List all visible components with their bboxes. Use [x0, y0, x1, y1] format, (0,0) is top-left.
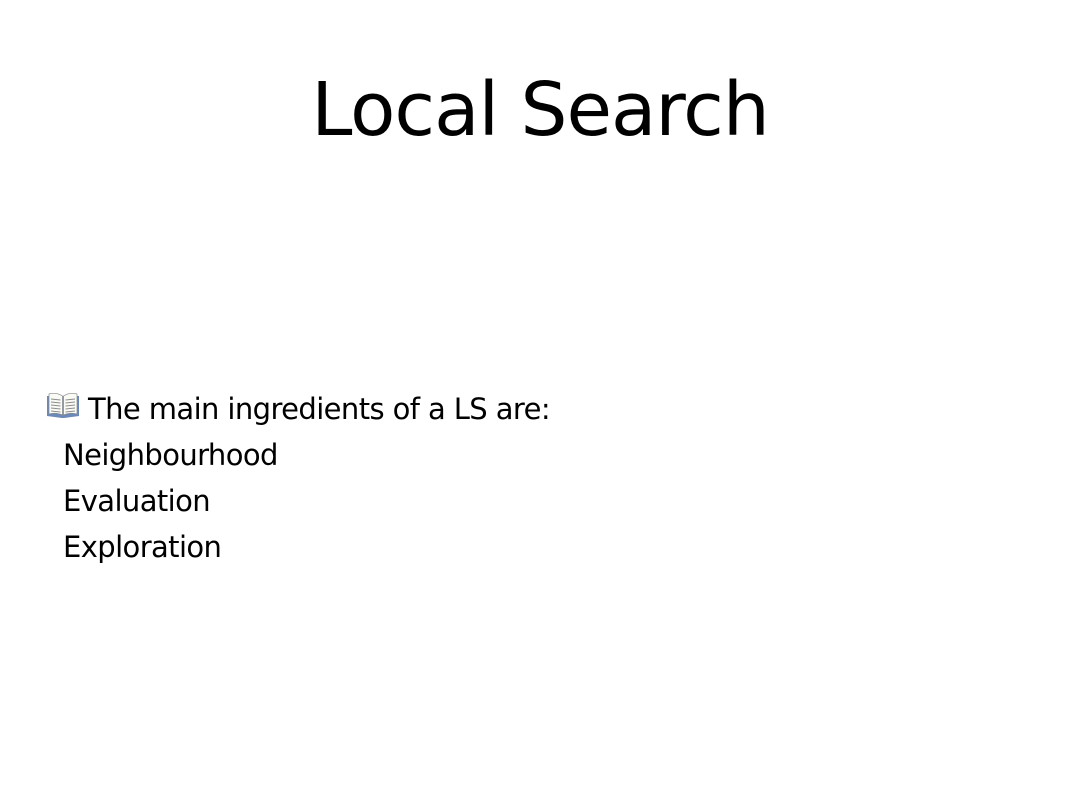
- list-item: Exploration: [63, 530, 222, 564]
- slide-title: Local Search: [311, 67, 770, 153]
- list-item: Evaluation: [63, 484, 211, 518]
- open-book-icon: [46, 391, 80, 419]
- list-item: Neighbourhood: [63, 438, 278, 472]
- slide-body: The main ingredients of a LS are: Neighb…: [46, 386, 946, 570]
- lead-line: The main ingredients of a LS are:: [46, 386, 946, 432]
- ingredient-list: Neighbourhood Evaluation Exploration: [46, 432, 946, 570]
- lead-text: The main ingredients of a LS are:: [88, 392, 551, 426]
